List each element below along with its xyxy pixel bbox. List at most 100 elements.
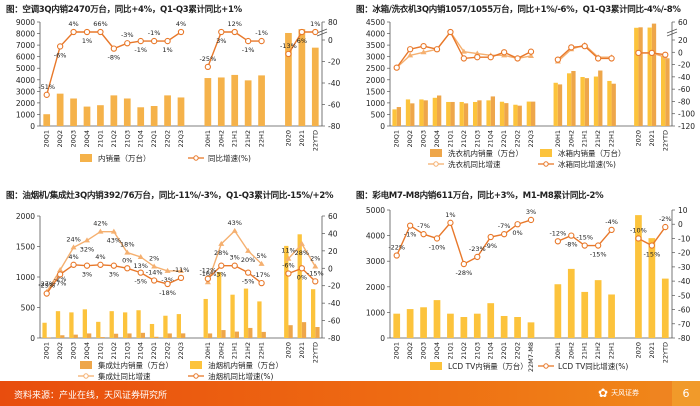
left-tick-label: 1000 <box>366 99 385 108</box>
x-tick-label: 22Q3 <box>177 130 185 148</box>
bar <box>288 325 293 338</box>
bar <box>149 323 155 338</box>
bar <box>504 103 509 126</box>
bar <box>635 215 642 338</box>
bar <box>311 47 319 126</box>
data-label: 28% <box>295 249 309 257</box>
bar <box>450 101 455 126</box>
line-marker-circle <box>137 37 144 45</box>
bar <box>207 333 213 338</box>
legend-label: 油烟机同比增速(%) <box>208 371 274 381</box>
line-marker-circle <box>312 278 319 285</box>
data-label: 18% <box>120 241 134 249</box>
data-label: -15% <box>590 251 607 259</box>
bar <box>393 313 401 338</box>
data-label: -1% <box>148 29 161 37</box>
bar <box>123 98 131 126</box>
bar <box>298 29 306 126</box>
line-marker-circle <box>218 262 225 269</box>
line-marker-circle <box>70 28 77 36</box>
legend-marker <box>543 363 549 369</box>
data-label: -13% <box>280 42 297 50</box>
data-label: 4% <box>95 253 105 261</box>
bar <box>648 238 656 338</box>
bar <box>472 101 478 126</box>
data-label: 0% <box>297 273 307 281</box>
line-marker-circle <box>177 274 185 282</box>
line-marker-circle <box>177 28 185 36</box>
right-tick-label: 0 <box>328 264 333 273</box>
x-tick-label: 21Q3 <box>123 342 131 360</box>
bar <box>487 303 495 338</box>
data-label: -5% <box>134 278 147 286</box>
line-marker-circle <box>635 235 642 242</box>
line-marker-triangle <box>218 240 225 246</box>
x-tick-label: 22H1 <box>608 342 616 359</box>
data-label: 4% <box>176 20 186 28</box>
data-label: -12% <box>549 229 566 237</box>
bar <box>244 80 252 126</box>
data-label: 0% <box>512 229 522 237</box>
bar <box>258 75 265 126</box>
line-marker-triangle <box>231 227 238 233</box>
chart-title: 图：空调3Q内销2470万台，同比+4%，Q1-Q3累计同比+1% <box>6 5 242 15</box>
x-tick-label: 20Q3 <box>420 342 428 360</box>
left-tick-label: 1000 <box>16 110 35 119</box>
right-tick-label: -100 <box>678 110 695 119</box>
bar <box>477 100 482 126</box>
line-marker-triangle <box>164 267 171 273</box>
line-marker-circle <box>124 265 131 272</box>
data-label: -4% <box>605 218 618 226</box>
left-tick-label: 3000 <box>366 53 385 62</box>
line-marker-circle <box>70 261 77 268</box>
bar <box>83 106 91 126</box>
x-tick-label: 21H2 <box>594 342 602 359</box>
bar <box>594 280 602 338</box>
line-marker-circle <box>393 64 400 71</box>
bar <box>154 336 159 338</box>
right-tick-label: -40 <box>328 79 340 88</box>
chart-panel-fridge: 图：冰箱/洗衣机3Q内销1057/1055万台，同比+1%/-6%，Q1-Q3累… <box>350 0 700 185</box>
legend-label: 集成灶内销量（万台） <box>98 360 173 370</box>
line-marker-triangle <box>97 228 104 234</box>
line-marker-circle <box>648 49 656 57</box>
bar <box>419 99 424 126</box>
x-tick-label: 22H1 <box>608 130 616 147</box>
x-tick-label: 21Q3 <box>473 342 481 360</box>
chart-title: 图：冰箱/洗衣机3Q内销1057/1055万台，同比+1%/-6%，Q1-Q3累… <box>356 5 681 15</box>
series-line <box>46 31 182 96</box>
right-tick-label: -20 <box>678 61 690 70</box>
bar <box>284 245 289 338</box>
bar <box>584 78 590 126</box>
line-marker-circle <box>474 54 481 61</box>
line-marker-circle <box>110 262 118 269</box>
legend-swatch <box>80 154 92 162</box>
line-marker-circle <box>258 37 265 45</box>
right-tick-label: -50 <box>678 291 690 300</box>
legend-label: 冰箱内销量（万台） <box>558 148 626 158</box>
line-marker-circle <box>527 216 535 224</box>
x-tick-label: 20Q1 <box>393 342 401 360</box>
chart-panel-hood: 图：油烟机/集成灶3Q内销392/76万台，同比-11%/-3%，Q1-Q3累计… <box>0 186 350 381</box>
bar <box>176 314 181 338</box>
bar <box>661 278 669 338</box>
line-marker-triangle <box>151 263 158 269</box>
bar <box>432 97 437 126</box>
line-marker-circle <box>150 37 158 45</box>
data-label: 4% <box>68 20 78 28</box>
line-marker-circle <box>662 51 669 58</box>
bar <box>127 333 132 338</box>
bar <box>42 322 47 338</box>
right-tick-label: -10 <box>678 234 690 243</box>
x-tick-label: 2021 <box>298 342 306 359</box>
line-marker-circle <box>460 260 468 268</box>
x-tick-label: 20H2 <box>217 130 225 147</box>
data-label: -28% <box>455 269 472 277</box>
bar <box>420 307 427 338</box>
data-label: 12% <box>227 20 241 28</box>
line-marker-circle <box>568 44 575 51</box>
line-marker-circle <box>150 277 158 284</box>
right-tick-label: -120 <box>678 122 695 131</box>
bar <box>634 27 639 126</box>
x-tick-label: 21Q2 <box>460 130 468 148</box>
